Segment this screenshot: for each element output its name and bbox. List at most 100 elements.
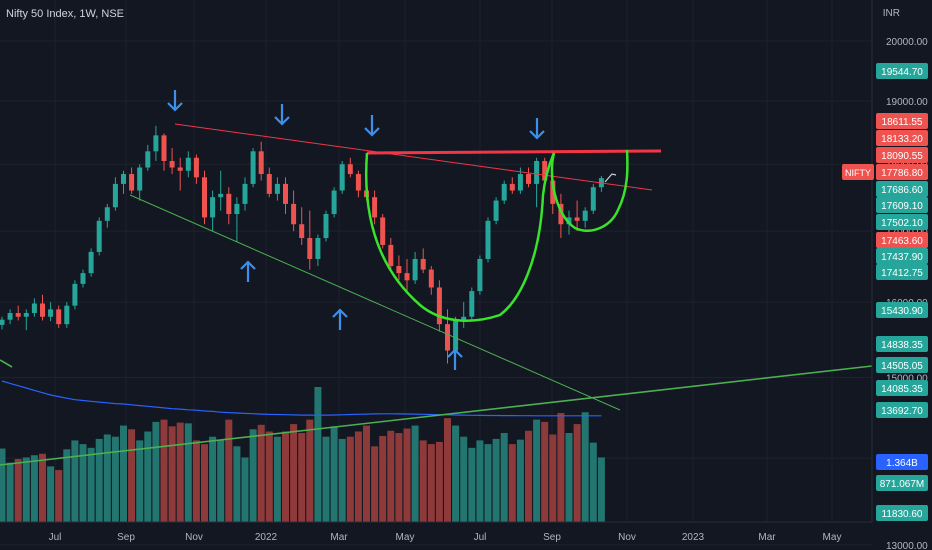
price-label-text: 17609.10 (881, 201, 923, 212)
candle-body (582, 210, 588, 221)
volume-bar (354, 431, 362, 522)
candle-body (112, 183, 118, 208)
volume-bar (79, 444, 87, 522)
candle-body (315, 238, 321, 259)
time-axis-tick: Sep (117, 532, 135, 543)
volume-bar (249, 429, 257, 522)
price-label-box (876, 147, 928, 163)
candle-body (169, 161, 175, 168)
candle-body (274, 183, 280, 194)
volume-bar (298, 432, 306, 522)
candle-body (242, 183, 248, 204)
time-axis-tick: 2023 (682, 532, 705, 543)
price-label-text: 18133.20 (881, 134, 923, 145)
down-arrow-icon (529, 130, 545, 140)
candle-body (590, 187, 596, 211)
price-label-box (876, 264, 928, 280)
price-label-box (876, 380, 928, 396)
candle-body (153, 135, 159, 152)
candle-body (493, 200, 499, 221)
volume-bar (30, 455, 38, 522)
volume-bar (47, 466, 55, 522)
volume-bar (6, 462, 14, 522)
cup-rim-resistance (366, 149, 662, 155)
down-arrow-icon (364, 127, 380, 137)
candle-body (177, 167, 183, 171)
candle-body (420, 258, 426, 270)
candle-body (574, 217, 580, 221)
descending-support-line (129, 194, 621, 411)
candle-body (210, 197, 216, 218)
price-axis-tick: 15000.00 (886, 374, 928, 385)
candle-body (380, 217, 386, 245)
down-arrow-icon (167, 102, 183, 112)
volume-bar (581, 412, 589, 522)
volume-bar (557, 412, 565, 522)
volume-bar (257, 424, 265, 522)
price-label-box (876, 181, 928, 197)
time-axis-tick: Jul (474, 532, 487, 543)
price-label-box (876, 248, 928, 264)
price-label-text: 871.067M (880, 479, 924, 490)
volume-bar (290, 424, 298, 522)
candle-body (372, 197, 378, 218)
volume-bar (241, 457, 249, 522)
volume-bar (541, 421, 549, 522)
volume-bar (322, 436, 330, 522)
time-axis-tick: May (823, 532, 842, 543)
candle-body (193, 157, 199, 178)
up-arrow-icon (240, 260, 256, 270)
symbol-title[interactable]: Nifty 50 Index, 1W, NSE (6, 8, 124, 20)
volume-bar (346, 436, 354, 522)
volume-bar (330, 426, 338, 522)
candle-body (469, 291, 475, 317)
candle-body (501, 183, 507, 201)
price-label-box (876, 232, 928, 248)
price-label-box (876, 214, 928, 230)
candle-body (31, 303, 37, 314)
candle-body (56, 309, 62, 325)
volume-bar (201, 444, 208, 522)
price-label-box (876, 197, 928, 213)
volume-bar (111, 436, 119, 522)
volume-bar (273, 436, 281, 522)
time-axis-tick: Nov (185, 532, 203, 543)
time-axis-tick: Mar (330, 532, 348, 543)
volume-bar (136, 440, 144, 522)
up-arrow-icon (332, 308, 348, 318)
candle-body (88, 251, 94, 274)
volume-bar (217, 440, 225, 522)
candle-body (283, 183, 288, 204)
volume-bar (597, 457, 605, 522)
volume-bar (176, 422, 184, 522)
volume-bar (427, 444, 435, 522)
short-trend-segment (0, 359, 13, 368)
candle-body (121, 174, 126, 184)
price-axis-tick: 19000.00 (886, 97, 928, 108)
volume-bar (225, 419, 233, 522)
price-label-box (876, 505, 928, 521)
candle-body (461, 316, 467, 321)
candle-body (72, 283, 78, 306)
volume-bar (71, 440, 79, 522)
price-label-box (876, 402, 928, 418)
candle-body (542, 161, 548, 181)
candle-body (266, 174, 272, 194)
symbol-tag-text: NIFTY (845, 168, 871, 178)
price-label-text: 15430.90 (881, 306, 923, 317)
volume-bar (419, 440, 427, 522)
volume-bar (120, 425, 127, 522)
volume-bar (209, 436, 217, 522)
candle-body (258, 151, 264, 175)
down-arrow-icon (274, 116, 290, 126)
price-label-box (876, 164, 928, 180)
volume-bar (184, 423, 192, 522)
volume-bar (314, 387, 322, 522)
price-label-box (876, 130, 928, 146)
volume-bar (395, 432, 403, 522)
price-label-text: 17463.60 (881, 236, 923, 247)
volume-bar (192, 440, 200, 522)
volume-bar (476, 440, 484, 522)
